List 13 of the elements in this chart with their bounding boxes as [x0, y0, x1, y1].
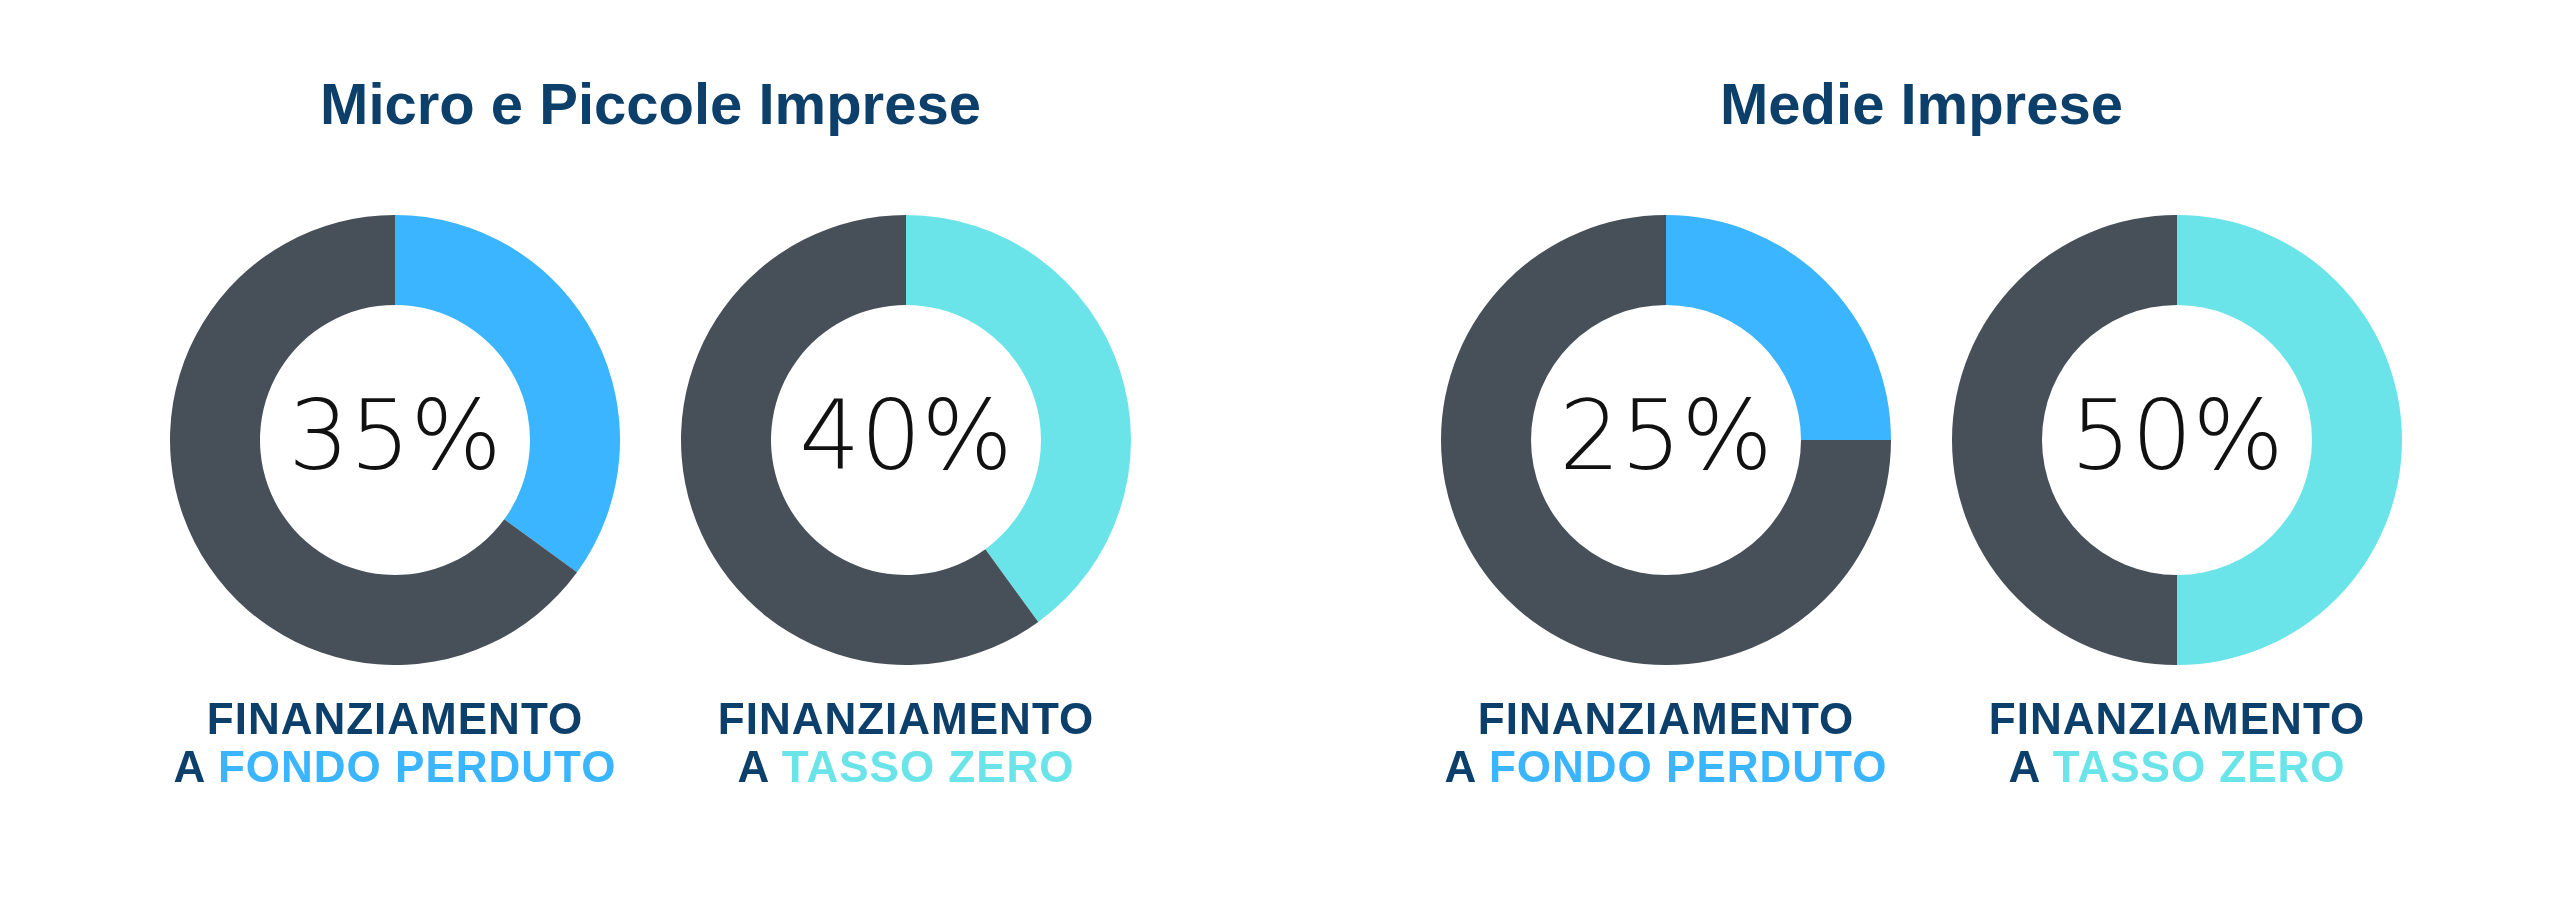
text: FINANZIAMENTO A TASSO ZERO [716, 694, 1096, 792]
donut-slice [170, 215, 578, 665]
data-label: 35% [288, 380, 502, 492]
text: FINANZIAMENTO A FONDO PERDUTO [1443, 694, 1889, 792]
chart-title: Micro e Piccole Imprese [320, 70, 981, 138]
data-label: 50% [2070, 380, 2284, 492]
donut-slice [1441, 215, 1891, 665]
data-label: 40% [799, 380, 1013, 492]
donut-slice [681, 215, 1039, 665]
data-label: 25% [1559, 380, 1773, 492]
text: FINANZIAMENTO A FONDO PERDUTO [172, 694, 618, 792]
chart-title: Medie Imprese [1720, 70, 2123, 138]
text: FINANZIAMENTO A TASSO ZERO [1987, 694, 2367, 792]
